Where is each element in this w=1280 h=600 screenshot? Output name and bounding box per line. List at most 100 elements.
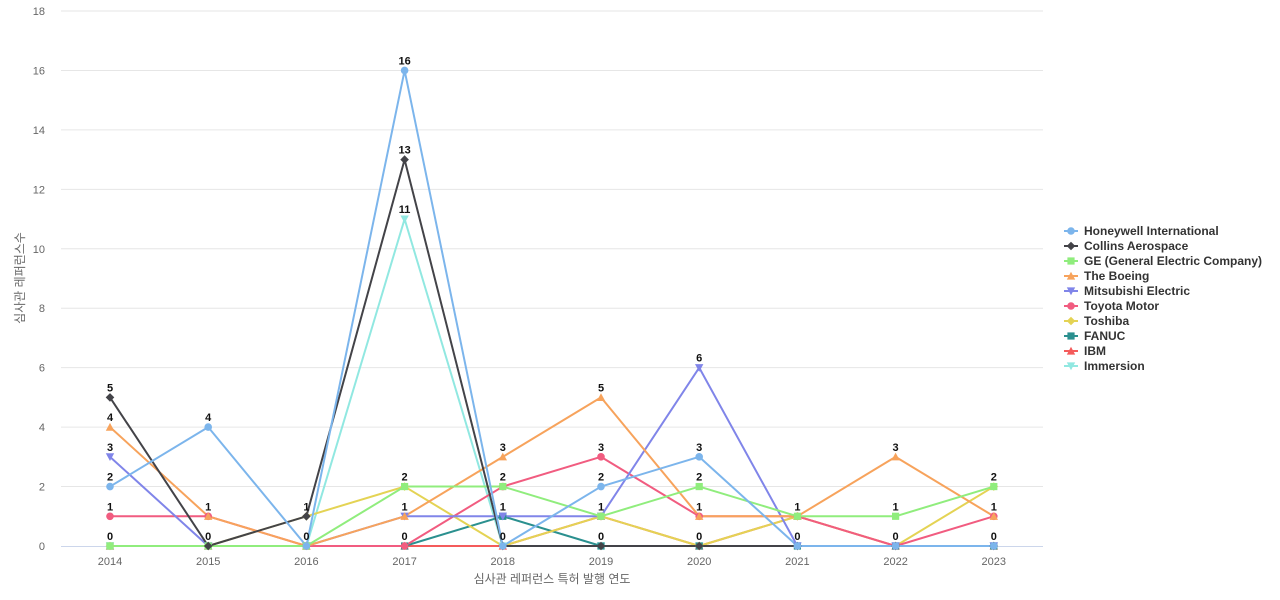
series-line[interactable] — [109, 485, 995, 547]
legend-item[interactable]: The Boeing — [1064, 269, 1149, 283]
data-label: 0 — [598, 531, 604, 543]
series-line[interactable] — [109, 69, 995, 547]
legend-item[interactable]: Collins Aerospace — [1064, 239, 1189, 253]
data-point[interactable] — [302, 511, 311, 521]
data-point[interactable] — [891, 542, 900, 550]
data-point[interactable] — [401, 482, 409, 491]
grid-lines — [61, 10, 1043, 488]
data-point[interactable] — [105, 453, 115, 462]
y-axis-ticks: 0 2 4 6 8 10 12 14 16 18 — [33, 6, 45, 553]
data-point[interactable] — [400, 215, 409, 224]
series-line[interactable] — [109, 366, 995, 547]
data-point[interactable] — [694, 541, 704, 551]
legend-marker — [1067, 332, 1075, 340]
data-point[interactable] — [302, 542, 311, 550]
y-tick-label: 0 — [39, 541, 45, 553]
legend-item[interactable]: Toyota Motor — [1064, 299, 1159, 313]
data-point[interactable] — [498, 452, 507, 461]
data-point[interactable] — [400, 512, 409, 520]
legend-marker — [1066, 362, 1076, 371]
x-axis-ticks: 2014 2015 2016 2017 2018 2019 2020 2021 2022 2023 — [98, 556, 1006, 568]
data-point[interactable] — [695, 512, 704, 520]
x-tick-label: 2015 — [196, 556, 220, 568]
y-tick-label: 18 — [33, 6, 45, 18]
data-point[interactable] — [695, 453, 703, 461]
y-tick-label: 6 — [39, 363, 45, 375]
x-tick-label: 2021 — [785, 556, 809, 568]
legend-item[interactable]: Honeywell International — [1064, 224, 1219, 238]
data-point[interactable] — [499, 482, 507, 491]
data-label: 1 — [205, 501, 211, 513]
data-point[interactable] — [105, 393, 115, 402]
data-point[interactable] — [498, 512, 507, 521]
series-markers — [105, 66, 999, 551]
data-label: 1 — [402, 501, 408, 513]
x-axis-title: 심사관 레퍼런스 특허 발행 연도 — [474, 571, 631, 586]
legend-label: Collins Aerospace — [1084, 239, 1189, 253]
y-tick-label: 16 — [33, 65, 45, 77]
data-label: 0 — [991, 531, 997, 543]
legend-label: Honeywell International — [1084, 224, 1219, 238]
data-point[interactable] — [793, 512, 801, 520]
y-tick-label: 14 — [33, 125, 45, 137]
data-label: 5 — [598, 382, 604, 394]
data-label: 5 — [107, 382, 113, 394]
data-point[interactable] — [106, 482, 114, 491]
data-point[interactable] — [891, 452, 900, 461]
data-point[interactable] — [892, 512, 900, 520]
data-point[interactable] — [400, 155, 409, 164]
data-point[interactable] — [596, 541, 606, 551]
data-point[interactable] — [597, 482, 605, 491]
data-point[interactable] — [695, 364, 704, 372]
legend-marker — [1066, 287, 1076, 296]
data-point[interactable] — [597, 512, 605, 520]
x-tick-label: 2017 — [392, 556, 416, 568]
data-label: 3 — [500, 442, 506, 454]
data-point[interactable] — [204, 512, 213, 520]
data-label: 6 — [696, 353, 702, 365]
data-point[interactable] — [596, 393, 606, 401]
data-point[interactable] — [400, 542, 409, 550]
data-point[interactable] — [106, 542, 114, 550]
x-tick-label: 2020 — [687, 556, 711, 568]
y-tick-label: 8 — [39, 303, 45, 315]
data-point[interactable] — [989, 512, 998, 520]
legend-label: IBM — [1084, 344, 1106, 358]
y-tick-label: 12 — [33, 184, 45, 196]
legend-item[interactable]: Toshiba — [1064, 314, 1129, 328]
data-label: 0 — [696, 531, 702, 543]
data-point[interactable] — [695, 482, 703, 491]
legend-marker — [1067, 227, 1075, 235]
series-line[interactable] — [109, 158, 995, 547]
legend-marker — [1066, 271, 1076, 280]
data-point[interactable] — [990, 482, 998, 491]
legend-item[interactable]: FANUC — [1064, 329, 1126, 343]
legend-item[interactable]: Mitsubishi Electric — [1064, 284, 1190, 298]
data-point[interactable] — [105, 422, 115, 431]
data-point[interactable] — [990, 542, 998, 550]
legend-item[interactable]: GE (General Electric Company) — [1064, 254, 1262, 268]
series-line[interactable] — [109, 218, 995, 547]
data-point[interactable] — [204, 423, 212, 431]
data-label: 11 — [399, 204, 411, 216]
data-label: 0 — [893, 531, 899, 543]
data-point[interactable] — [793, 542, 802, 550]
data-point[interactable] — [499, 542, 507, 550]
legend-marker — [1067, 302, 1075, 310]
legend-item[interactable]: IBM — [1064, 344, 1106, 358]
legend-item[interactable]: Immersion — [1064, 359, 1145, 373]
data-point[interactable] — [106, 512, 114, 521]
x-tick-label: 2016 — [294, 556, 318, 568]
data-label: 2 — [696, 472, 702, 484]
data-label: 0 — [500, 531, 506, 543]
data-label: 1 — [696, 501, 702, 513]
data-label: 3 — [893, 442, 899, 454]
data-point[interactable] — [203, 541, 213, 551]
data-point[interactable] — [597, 453, 605, 461]
data-label: 3 — [598, 442, 604, 454]
data-label: 1 — [893, 501, 899, 513]
data-label: 3 — [696, 442, 702, 454]
data-point[interactable] — [400, 66, 409, 75]
